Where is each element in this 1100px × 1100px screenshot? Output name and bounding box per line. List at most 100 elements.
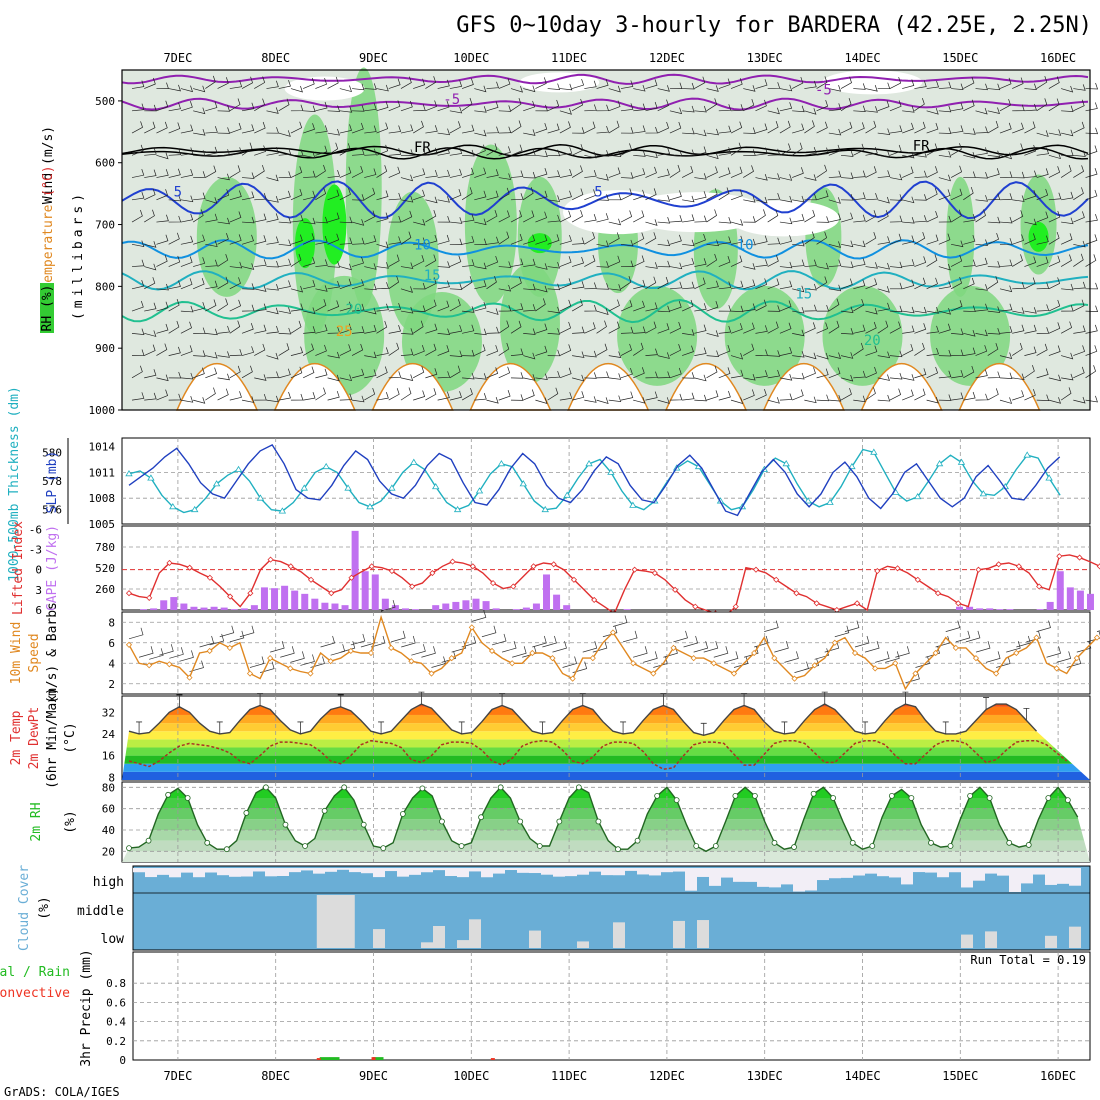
wind-barb xyxy=(694,277,706,290)
wind-barb xyxy=(449,350,463,357)
wind-speed-line-point xyxy=(388,644,395,651)
wind-barb xyxy=(743,279,756,290)
temp-band xyxy=(122,771,1090,780)
wind-barb xyxy=(987,193,1001,201)
cape-bar xyxy=(200,607,208,610)
wind-barb xyxy=(645,262,658,269)
wind-barb xyxy=(156,214,169,223)
wind-speed-line-point xyxy=(751,649,758,657)
wind-speed-line-point xyxy=(1033,634,1040,641)
wind-barb xyxy=(278,239,292,246)
wind-speed-line-point xyxy=(972,655,980,662)
surface-wind-barb xyxy=(552,641,567,653)
wind-barb xyxy=(571,78,585,89)
wind-barb xyxy=(388,148,402,156)
surface-wind-barb xyxy=(673,630,688,643)
wind-barb xyxy=(510,144,523,156)
wind-barb xyxy=(388,192,402,201)
wind-barb xyxy=(999,171,1013,178)
wind-barb xyxy=(351,279,364,290)
wind-barb xyxy=(853,143,865,156)
wind-barb xyxy=(498,284,512,292)
wind-barb xyxy=(914,215,927,223)
wind-barb xyxy=(963,305,976,312)
surface-wind-barb xyxy=(1056,651,1072,663)
wind-barb xyxy=(1012,373,1025,381)
wind-barb xyxy=(339,301,352,312)
rh2m-line-point xyxy=(849,839,856,846)
wind-barb xyxy=(1024,389,1036,401)
wind-barb xyxy=(914,97,925,112)
cape-bar xyxy=(230,609,238,610)
lifted-index-line-point xyxy=(267,556,274,563)
wind-barb xyxy=(755,370,768,379)
thickness-line-point xyxy=(782,460,790,467)
wind-barb xyxy=(413,345,425,356)
wind-barb xyxy=(266,213,279,223)
wind-barb xyxy=(571,98,584,112)
wind-barb xyxy=(963,365,975,379)
wind-barb xyxy=(339,374,353,382)
wind-barb xyxy=(376,282,389,290)
wind-barb xyxy=(620,239,634,247)
wind-barb xyxy=(1085,168,1098,178)
wind-barb xyxy=(339,85,352,93)
rh2m-grid xyxy=(122,782,1090,862)
wind-barb xyxy=(339,143,351,156)
surface-wind-barb xyxy=(562,656,578,668)
wind-speed-line-point xyxy=(831,639,838,646)
thickness-line-point xyxy=(870,448,878,455)
wind-barb xyxy=(364,307,377,315)
cloud-level-low: low xyxy=(101,932,125,947)
rh2m-line-point xyxy=(282,821,289,828)
wind-barb xyxy=(730,189,743,201)
wind-barb xyxy=(315,259,328,267)
wind-barb xyxy=(229,190,242,201)
wind-barb xyxy=(449,189,462,201)
wind-barb xyxy=(620,275,632,290)
high-cloud-bar xyxy=(157,868,169,875)
surface-wind-barb xyxy=(189,660,204,672)
surface-wind-barb xyxy=(149,648,164,660)
wind-barb xyxy=(474,238,487,245)
wind-barb xyxy=(926,80,939,89)
wind-barb xyxy=(278,327,292,335)
wind-barb xyxy=(278,130,291,137)
wind-barb xyxy=(804,304,817,312)
wind-barb xyxy=(779,174,793,181)
thickness-line-point xyxy=(388,484,396,491)
wind-barb xyxy=(694,191,707,201)
wind-barb xyxy=(290,121,303,134)
precip-tick-label: 0.8 xyxy=(106,977,126,990)
wind-barb xyxy=(657,147,671,156)
wind-barb xyxy=(743,85,756,92)
surface-wind-barb xyxy=(159,644,174,656)
wind-barb xyxy=(730,255,743,267)
wind-barb xyxy=(999,99,1011,112)
wind-barb xyxy=(999,326,1013,334)
wind-barb xyxy=(254,213,267,223)
wind-barb xyxy=(1024,307,1037,314)
rh2m-line-point xyxy=(243,810,250,816)
wind-barb xyxy=(755,235,768,245)
wind-barb xyxy=(290,104,304,112)
wind-barb xyxy=(168,255,181,267)
wind-barb xyxy=(914,388,926,401)
wind-barb xyxy=(266,307,279,315)
wind-barb xyxy=(743,373,756,381)
wind-barb xyxy=(327,300,340,312)
low-cloud-bar xyxy=(697,920,709,948)
cape-bar xyxy=(371,574,379,610)
wind-barb xyxy=(400,195,414,203)
wind-barb xyxy=(180,101,193,112)
wind-barb xyxy=(914,277,926,290)
wind-barb xyxy=(498,173,512,180)
lifted-index-line-point xyxy=(793,590,800,597)
wind-barb xyxy=(266,284,279,291)
wind-barb xyxy=(559,83,573,91)
wind-barb xyxy=(706,350,720,357)
wind-barb xyxy=(914,194,927,201)
wind-barb xyxy=(718,217,732,224)
